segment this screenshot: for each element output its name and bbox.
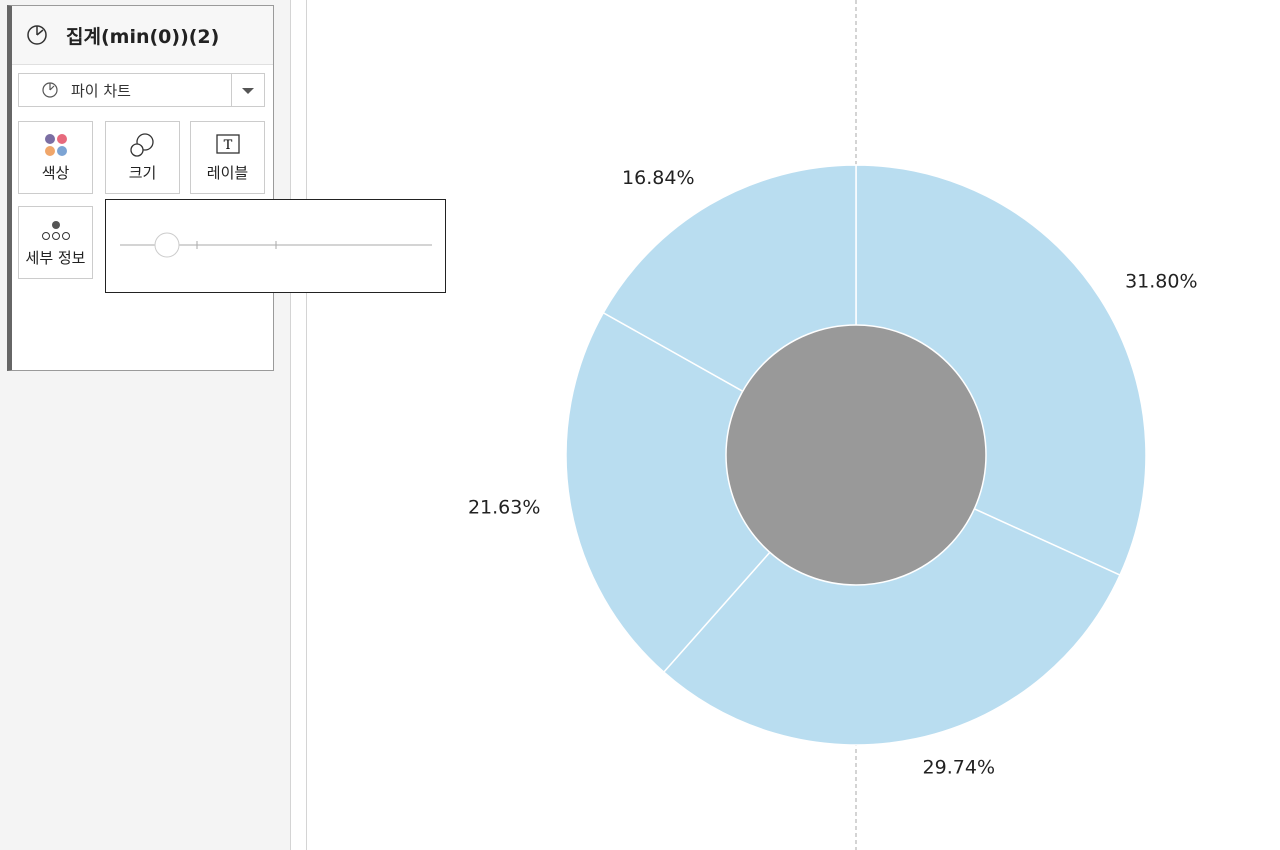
size-slider[interactable] (106, 200, 444, 291)
mark-type-label: 파이 차트 (71, 81, 131, 100)
label-button[interactable]: T 레이블 (190, 121, 265, 194)
button-label: 색상 (41, 164, 70, 182)
data-label: 16.84% (622, 167, 694, 189)
size-slider-popup (105, 199, 446, 293)
dropdown-arrow[interactable] (231, 74, 264, 106)
size-button[interactable]: 크기 (105, 121, 180, 194)
mark-type-dropdown[interactable]: 파이 차트 (18, 73, 265, 107)
color-button[interactable]: 색상 (18, 121, 93, 194)
marks-card-header: 집계(min(0))(2) (12, 6, 273, 65)
color-icon (44, 134, 67, 156)
detail-icon (41, 221, 70, 240)
data-label: 31.80% (1125, 270, 1197, 292)
button-label: 레이블 (206, 164, 249, 182)
button-label: 크기 (128, 164, 157, 182)
label-icon: T (215, 134, 240, 154)
button-label: 세부 정보 (25, 249, 86, 267)
size-icon (129, 133, 154, 157)
data-label: 29.74% (923, 757, 995, 779)
divider (291, 0, 307, 850)
pie-icon (42, 82, 58, 98)
pie-slice (662, 454, 1121, 746)
chart: 31.80% 29.74% 21.63% 16.84% (468, 0, 1198, 850)
pie-icon (27, 25, 47, 45)
marks-card: 집계(min(0))(2) 파이 차트 색상 크기 T 레이블 세부 정보 (7, 5, 274, 371)
donut-hole (725, 324, 987, 586)
data-label: 21.63% (468, 497, 540, 519)
svg-text:T: T (223, 138, 232, 153)
pie-slice (565, 311, 858, 674)
marks-card-title: 집계(min(0))(2) (66, 25, 220, 48)
detail-button[interactable]: 세부 정보 (18, 206, 93, 279)
